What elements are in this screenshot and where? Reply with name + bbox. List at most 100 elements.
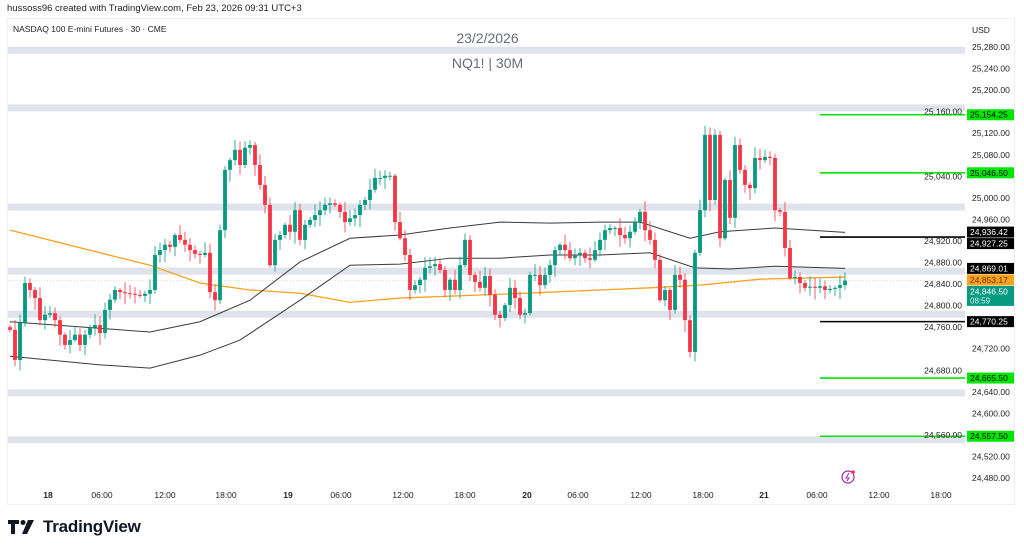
candle-bearish [288,224,292,232]
candle-bearish [618,228,622,236]
brand-name: TradingView [43,517,141,536]
candle-bearish [748,184,752,189]
candle-bullish [838,285,842,288]
candle-bearish [658,259,662,301]
candle-bullish [143,293,147,296]
candle-bullish [83,334,87,345]
candle-bullish [483,275,487,288]
candle-bullish [703,134,707,211]
candle-bearish [63,334,67,345]
time-axis-tick: 20 [522,490,532,500]
level-price-label: 25,154.25 [970,110,1008,120]
candle-bullish [793,277,797,279]
candle-bearish [583,252,587,259]
candle-bearish [668,289,672,310]
candle-bearish [623,235,627,239]
candle-bearish [398,222,402,239]
candle-bullish [323,204,327,211]
price-axis-tick: 24,880.00 [924,258,962,268]
candle-bullish [353,215,357,219]
candle-bearish [743,169,747,185]
candle-bullish [108,299,112,310]
lightning-icon[interactable] [841,470,855,484]
price-axis-tick: 25,240.00 [972,64,1010,74]
chart-frame[interactable] [7,18,1015,505]
price-axis-tick: 24,560.00 [924,430,962,440]
candle-bearish [78,334,82,345]
candle-bearish [678,274,682,280]
candle-bearish [188,244,192,251]
level-price-label: 25,046.50 [970,168,1008,178]
price-axis-tick: 25,200.00 [972,85,1010,95]
support-resistance-zone [8,310,965,318]
price-axis-tick: 25,040.00 [924,171,962,181]
candle-bearish [183,239,187,245]
candle-bullish [173,235,177,247]
candle-bullish [103,309,107,334]
candle-bearish [208,252,212,293]
price-axis-tick: 24,960.00 [972,214,1010,224]
tradingview-logo[interactable]: TradingView [8,517,141,537]
level-price-badge [967,109,1014,121]
price-axis-tick: 24,920.00 [924,236,962,246]
candle-bullish [363,200,367,205]
candle-bearish [438,264,442,271]
time-axis-tick: 06:00 [91,490,113,500]
candle-bullish [383,175,387,178]
chart-credit: hussoss96 created with TradingView.com, … [7,3,302,14]
time-axis-tick: 12:00 [154,490,176,500]
candle-bearish [758,157,762,161]
support-resistance-zone [8,46,965,54]
candle-bullish [158,250,162,255]
candle-bearish [38,298,42,321]
candle-bullish [543,274,547,286]
level-price-label: 24,665.50 [970,373,1008,383]
candle-bearish [408,254,412,290]
candle-bullish [533,274,537,276]
candle-bullish [578,252,582,255]
candle-bullish [203,252,207,255]
candle-bullish [233,149,237,161]
candle-bullish [153,254,157,290]
support-resistance-zone [8,436,965,444]
candle-bearish [178,235,182,240]
candle-bearish [13,329,17,361]
candle-bearish [493,294,497,315]
candle-bullish [558,244,562,251]
price-axis-tick: 24,520.00 [972,451,1010,461]
support-resistance-zone [8,389,965,397]
tradingview-logo-icon [8,520,34,534]
candle-bullish [448,279,452,290]
level-price-label: 24,927.25 [970,239,1008,249]
upper-band-line [9,221,846,333]
candle-bearish [403,238,407,255]
symbol-title[interactable]: NASDAQ 100 E-mini Futures · 30 · CME [13,24,167,34]
currency-label[interactable]: USD [972,25,990,35]
candle-bearish [803,282,807,288]
candle-bullish [638,211,642,223]
time-axis-tick: 12:00 [868,490,890,500]
candle-bullish [553,250,557,266]
candle-bullish [113,289,117,300]
candle-bullish [663,289,667,301]
candle-bullish [48,313,52,315]
candle-bearish [298,210,302,240]
candle-bullish [373,177,377,190]
candle-bearish [683,279,687,321]
candle-bearish [133,293,137,295]
candle-bearish [688,320,692,352]
candle-bullish [593,250,597,260]
candle-bullish [753,157,757,189]
candle-bearish [138,294,142,296]
candle-bearish [773,157,777,211]
candle-bearish [538,274,542,286]
support-resistance-zone [8,104,965,112]
candle-bullish [328,203,332,205]
candle-bullish [148,289,152,294]
time-axis-tick: 19 [283,490,293,500]
watermark-date: 23/2/2026 [456,30,519,46]
time-axis-tick: 06:00 [330,490,352,500]
candle-bearish [823,286,827,290]
indicator-price-label: 24,869.01 [970,263,1008,273]
